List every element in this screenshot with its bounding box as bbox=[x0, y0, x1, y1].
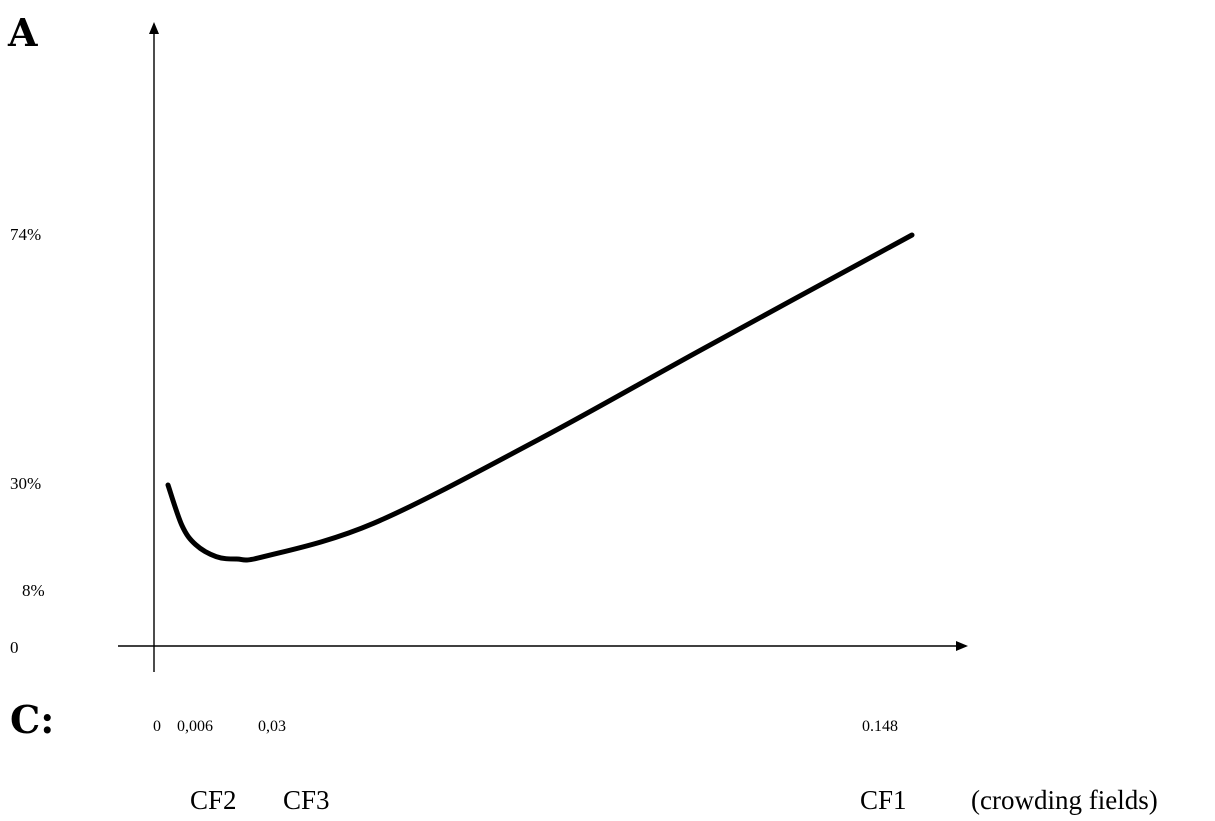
x-tick-label: 0 bbox=[153, 718, 161, 735]
field-label-cf3: CF3 bbox=[283, 785, 330, 815]
data-point bbox=[214, 554, 219, 559]
x-axis-letter: C: bbox=[10, 697, 54, 742]
x-tick-label: 0.148 bbox=[862, 718, 898, 735]
data-point bbox=[166, 483, 170, 487]
y-axis-letter: A bbox=[7, 10, 38, 55]
field-label-cf2: CF2 bbox=[190, 785, 237, 815]
data-points bbox=[166, 233, 914, 561]
series-line bbox=[165, 232, 915, 563]
data-point bbox=[536, 437, 541, 442]
field-label-caption: (crowding fields) bbox=[971, 785, 1158, 815]
data-point bbox=[910, 233, 914, 237]
field-label-cf1: CF1 bbox=[860, 785, 907, 815]
data-point bbox=[180, 523, 184, 528]
y-tick-label: 8% bbox=[22, 581, 45, 600]
x-tick-label: 0,03 bbox=[258, 718, 286, 735]
data-point bbox=[371, 521, 376, 526]
y-tick-label: 0 bbox=[10, 638, 19, 657]
data-point bbox=[262, 554, 266, 559]
y-tick-label: 74% bbox=[10, 225, 41, 244]
data-point bbox=[234, 556, 239, 561]
data-point bbox=[193, 542, 198, 547]
y-tick-label: 30% bbox=[10, 474, 41, 493]
x-tick-label: 0,006 bbox=[177, 718, 213, 735]
data-point bbox=[701, 346, 706, 351]
